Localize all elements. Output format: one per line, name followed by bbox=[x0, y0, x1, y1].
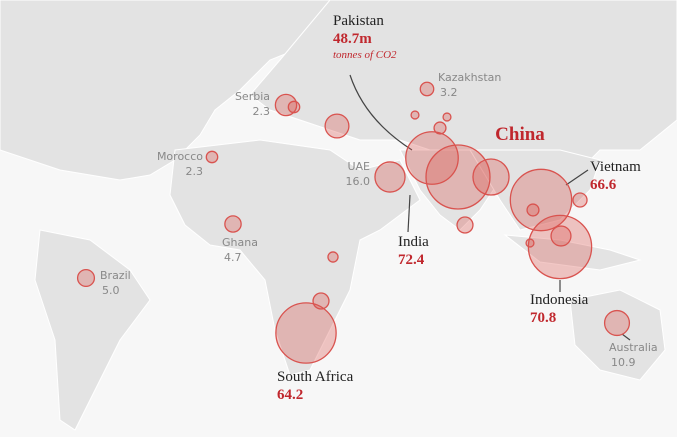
unit-note: tonnes of CO2 bbox=[333, 49, 397, 61]
bubble bbox=[312, 292, 330, 310]
bubble bbox=[550, 225, 572, 247]
bubble bbox=[525, 238, 535, 248]
country-label: Kazakhstan bbox=[438, 71, 501, 84]
value-label: 16.0 bbox=[346, 175, 371, 188]
bubbles bbox=[76, 81, 631, 364]
leader-line bbox=[407, 194, 411, 233]
bubble bbox=[442, 112, 452, 122]
country-label: Vietnam bbox=[590, 159, 641, 175]
bubble bbox=[527, 214, 593, 280]
region-label: China bbox=[495, 124, 545, 145]
bubble bbox=[603, 309, 631, 337]
country-label: Brazil bbox=[100, 269, 131, 282]
bubble bbox=[456, 216, 474, 234]
value-label: 66.6 bbox=[590, 177, 617, 193]
bubble bbox=[327, 251, 339, 263]
value-label: 2.3 bbox=[253, 105, 271, 118]
bubble bbox=[433, 121, 447, 135]
value-label: 64.2 bbox=[277, 387, 303, 403]
value-label: 70.8 bbox=[530, 310, 556, 326]
bubble bbox=[526, 203, 540, 217]
country-label: South Africa bbox=[277, 369, 354, 385]
country-label: Australia bbox=[609, 341, 658, 354]
value-label: 3.2 bbox=[440, 86, 458, 99]
value-label: 72.4 bbox=[398, 252, 425, 268]
bubble bbox=[419, 81, 435, 97]
country-label: Pakistan bbox=[333, 13, 384, 29]
bubble bbox=[274, 93, 298, 117]
value-label: 48.7m bbox=[333, 31, 372, 47]
bubble bbox=[76, 268, 96, 288]
country-label: Indonesia bbox=[530, 292, 589, 308]
bubble bbox=[410, 110, 420, 120]
value-label: 10.9 bbox=[611, 356, 636, 369]
bubble bbox=[374, 161, 406, 193]
leader-line bbox=[621, 333, 631, 341]
leader-line bbox=[349, 74, 413, 151]
country-label: India bbox=[398, 234, 429, 250]
value-label: 5.0 bbox=[102, 284, 120, 297]
country-label: Serbia bbox=[235, 90, 270, 103]
bubble bbox=[224, 215, 242, 233]
bubble bbox=[425, 144, 491, 210]
value-label: 2.3 bbox=[186, 165, 204, 178]
country-label: UAE bbox=[347, 160, 370, 173]
country-label: Ghana bbox=[222, 236, 258, 249]
bubble bbox=[205, 150, 219, 164]
bubble bbox=[472, 158, 510, 196]
bubble bbox=[275, 302, 337, 364]
value-label: 4.7 bbox=[224, 251, 242, 264]
country-label: Morocco bbox=[157, 150, 203, 163]
bubble bbox=[572, 192, 588, 208]
labels: Pakistan 48.7m India 72.4 Vietnam 66.6 Indones… bbox=[100, 13, 658, 403]
leader-line bbox=[565, 169, 589, 186]
bubble bbox=[324, 113, 350, 139]
